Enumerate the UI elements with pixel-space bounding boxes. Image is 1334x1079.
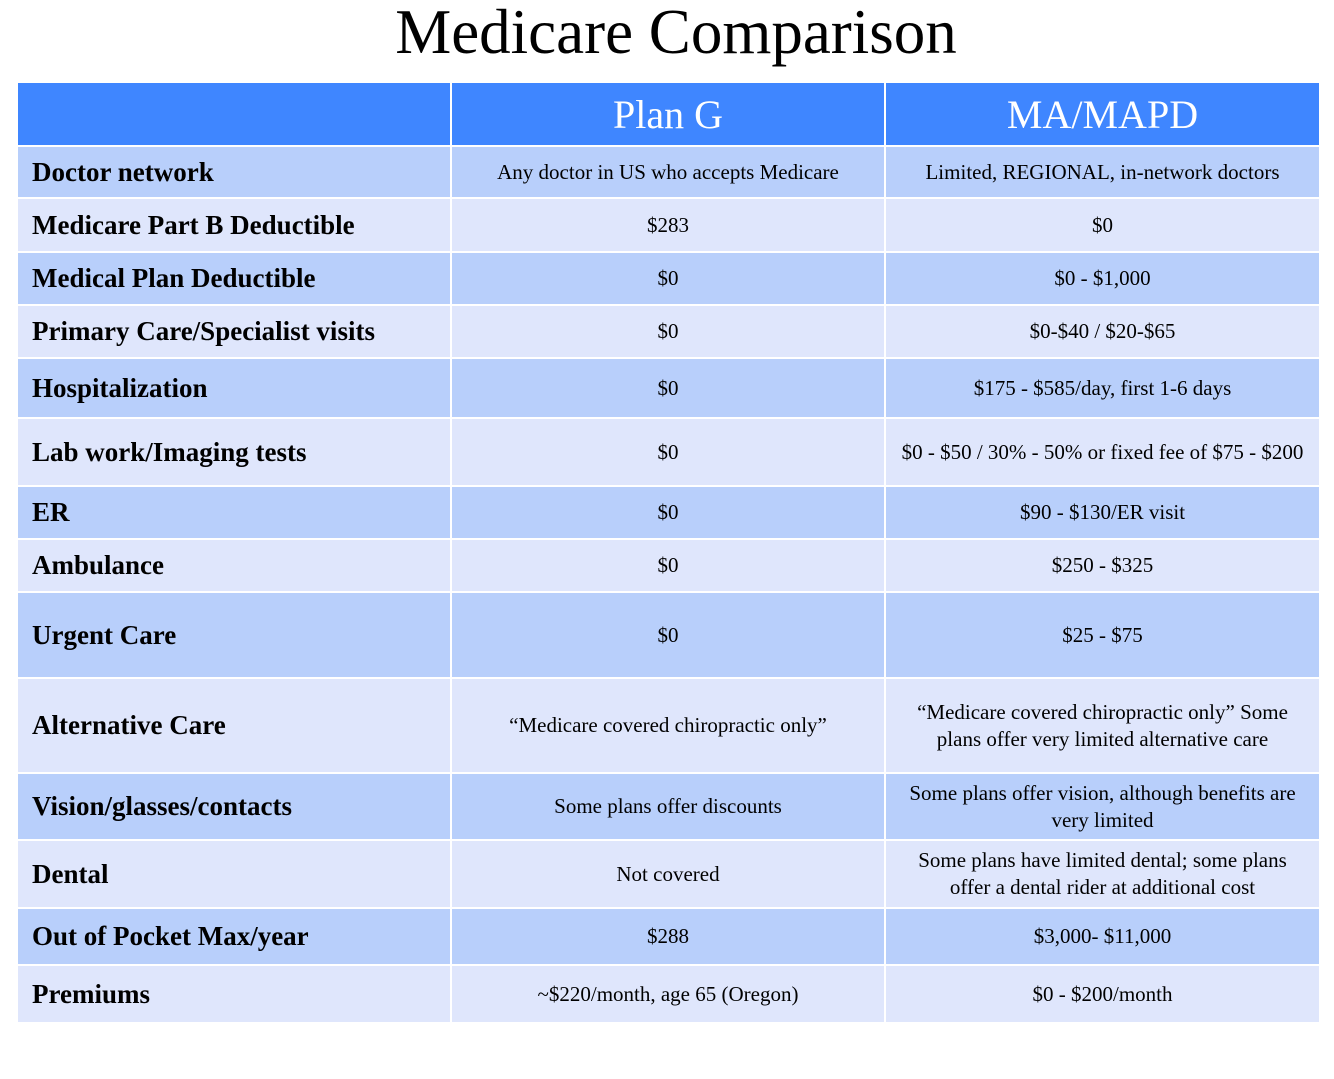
comparison-table: Plan G MA/MAPD Doctor network Any doctor … bbox=[16, 81, 1321, 1024]
table-row: Dental Not covered Some plans have limited… bbox=[18, 841, 1319, 907]
table-row: Primary Care/Specialist visits $0 $0-$40 /… bbox=[18, 306, 1319, 357]
table-row: Premiums ~$220/month, age 65 (Oregon) $0 -… bbox=[18, 966, 1319, 1022]
plan-g-cell: Some plans offer discounts bbox=[452, 774, 884, 839]
ma-mapd-cell: $3,000- $11,000 bbox=[886, 909, 1319, 964]
table-row: Lab work/Imaging tests $0 $0 - $50 / 30% -… bbox=[18, 419, 1319, 485]
plan-g-cell: Any doctor in US who accepts Medicare bbox=[452, 147, 884, 197]
plan-g-cell: $288 bbox=[452, 909, 884, 964]
plan-g-cell: $283 bbox=[452, 199, 884, 251]
row-label: Dental bbox=[18, 841, 450, 907]
plan-g-cell: $0 bbox=[452, 306, 884, 357]
row-label: Medical Plan Deductible bbox=[18, 253, 450, 304]
row-label: Lab work/Imaging tests bbox=[18, 419, 450, 485]
row-label: Vision/glasses/contacts bbox=[18, 774, 450, 839]
ma-mapd-cell: $250 - $325 bbox=[886, 540, 1319, 591]
row-label: Hospitalization bbox=[18, 359, 450, 417]
row-label: Out of Pocket Max/year bbox=[18, 909, 450, 964]
table-row: Ambulance $0 $250 - $325 bbox=[18, 540, 1319, 591]
plan-g-cell: $0 bbox=[452, 253, 884, 304]
table-row: Hospitalization $0 $175 - $585/day, first … bbox=[18, 359, 1319, 417]
ma-mapd-cell: Limited, REGIONAL, in-network doctors bbox=[886, 147, 1319, 197]
row-label: Premiums bbox=[18, 966, 450, 1022]
table-row: Medical Plan Deductible $0 $0 - $1,000 bbox=[18, 253, 1319, 304]
plan-g-cell: $0 bbox=[452, 540, 884, 591]
plan-g-cell: $0 bbox=[452, 487, 884, 538]
plan-g-cell: $0 bbox=[452, 419, 884, 485]
table-row: Alternative Care “Medicare covered chirop… bbox=[18, 679, 1319, 772]
ma-mapd-cell: $90 - $130/ER visit bbox=[886, 487, 1319, 538]
row-label: Urgent Care bbox=[18, 593, 450, 677]
plan-g-cell: $0 bbox=[452, 593, 884, 677]
row-label: Medicare Part B Deductible bbox=[18, 199, 450, 251]
row-label: Ambulance bbox=[18, 540, 450, 591]
ma-mapd-cell: $25 - $75 bbox=[886, 593, 1319, 677]
row-label: Primary Care/Specialist visits bbox=[18, 306, 450, 357]
page-title: Medicare Comparison bbox=[395, 0, 957, 67]
table-row: ER $0 $90 - $130/ER visit bbox=[18, 487, 1319, 538]
table-row: Doctor network Any doctor in US who accep… bbox=[18, 147, 1319, 197]
ma-mapd-cell: Some plans have limited dental; some pla… bbox=[886, 841, 1319, 907]
table-row: Out of Pocket Max/year $288 $3,000- $11,00… bbox=[18, 909, 1319, 964]
table-row: Medicare Part B Deductible $283 $0 bbox=[18, 199, 1319, 251]
plan-g-cell: ~$220/month, age 65 (Oregon) bbox=[452, 966, 884, 1022]
ma-mapd-cell: $0 - $50 / 30% - 50% or fixed fee of $75… bbox=[886, 419, 1319, 485]
plan-g-cell: “Medicare covered chiropractic only” bbox=[452, 679, 884, 772]
header-plan-g: Plan G bbox=[452, 83, 884, 145]
header-empty bbox=[18, 83, 450, 145]
ma-mapd-cell: $0 - $1,000 bbox=[886, 253, 1319, 304]
ma-mapd-cell: “Medicare covered chiropractic only” Som… bbox=[886, 679, 1319, 772]
row-label: Doctor network bbox=[18, 147, 450, 197]
header-ma-mapd: MA/MAPD bbox=[886, 83, 1319, 145]
ma-mapd-cell: Some plans offer vision, although benefi… bbox=[886, 774, 1319, 839]
ma-mapd-cell: $0 bbox=[886, 199, 1319, 251]
ma-mapd-cell: $0-$40 / $20-$65 bbox=[886, 306, 1319, 357]
table-row: Urgent Care $0 $25 - $75 bbox=[18, 593, 1319, 677]
row-label: Alternative Care bbox=[18, 679, 450, 772]
ma-mapd-cell: $175 - $585/day, first 1-6 days bbox=[886, 359, 1319, 417]
plan-g-cell: Not covered bbox=[452, 841, 884, 907]
header-row: Plan G MA/MAPD bbox=[18, 83, 1319, 145]
table-row: Vision/glasses/contacts Some plans offer … bbox=[18, 774, 1319, 839]
plan-g-cell: $0 bbox=[452, 359, 884, 417]
row-label: ER bbox=[18, 487, 450, 538]
ma-mapd-cell: $0 - $200/month bbox=[886, 966, 1319, 1022]
